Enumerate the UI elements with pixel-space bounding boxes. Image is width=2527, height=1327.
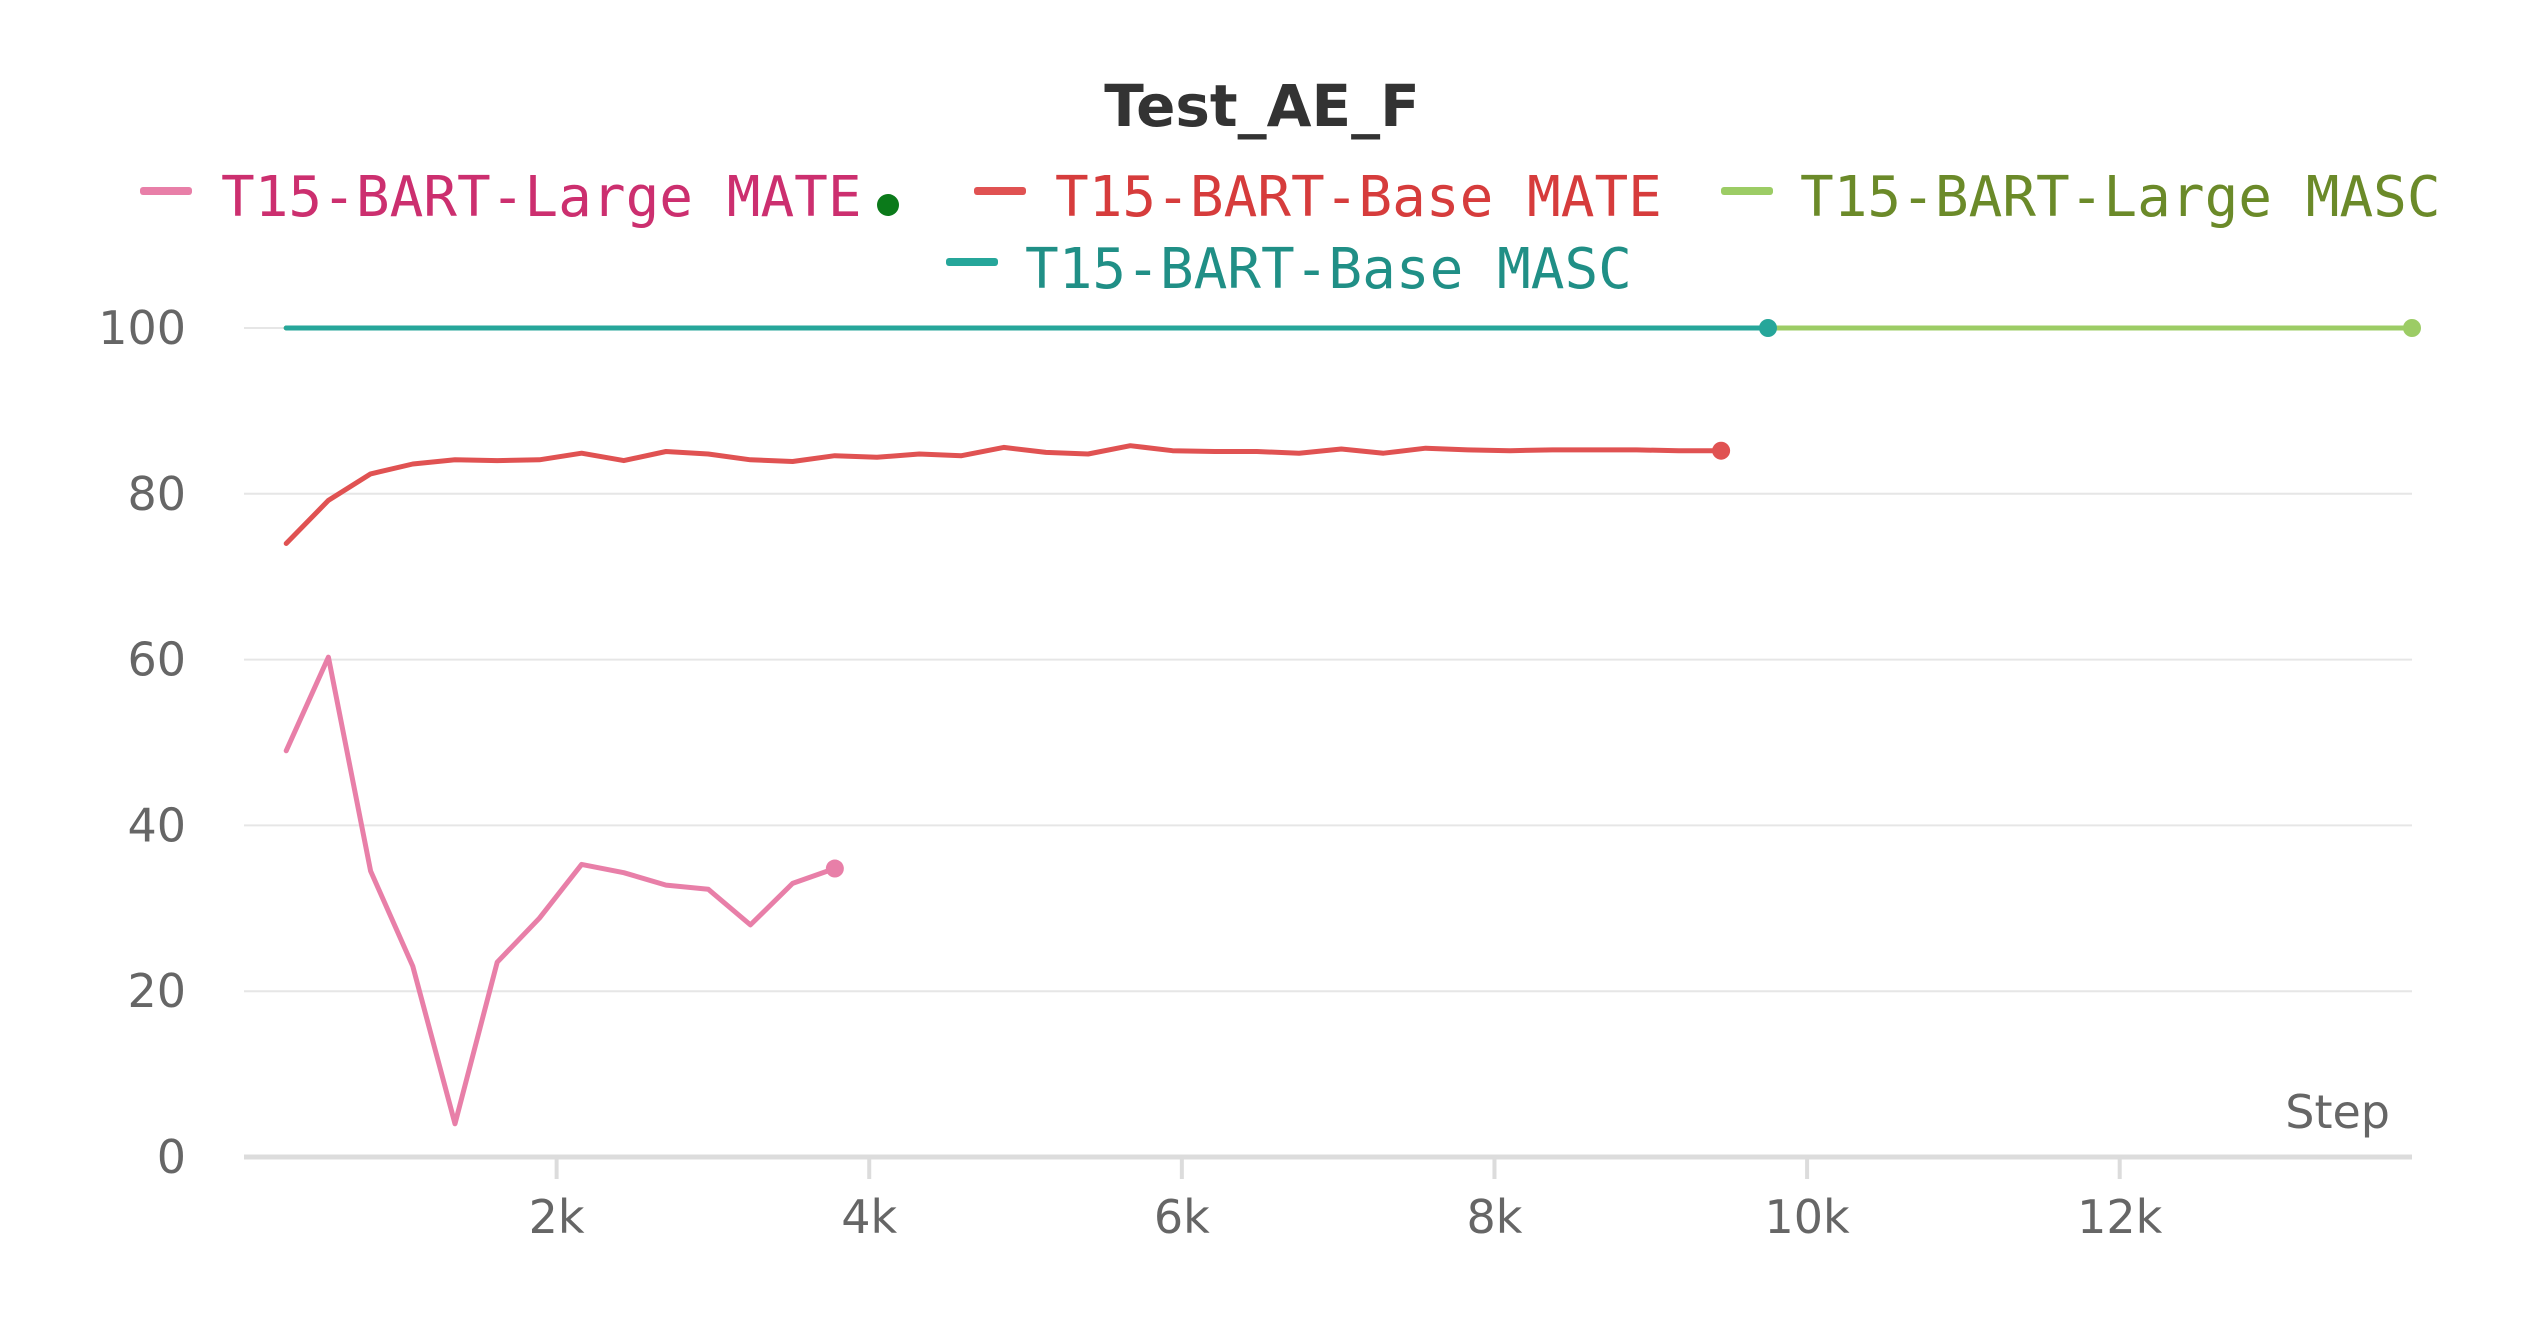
x-tick-label: 10k [1764, 1190, 1850, 1244]
legend-item-1[interactable]: T15-BART-Base MATE [974, 165, 1662, 230]
legend-label-2: T15-BART-Large MASC [1800, 165, 2441, 230]
series-endpoint-1 [1712, 441, 1731, 460]
series-endpoint-3 [1759, 319, 1778, 337]
legend-label-3: T15-BART-Base MASC [1025, 237, 1632, 302]
series-endpoint-0 [825, 859, 844, 878]
x-axis-label: Step [2285, 1085, 2390, 1139]
y-tick-label: 20 [127, 964, 186, 1018]
x-tick-label: 6k [1154, 1190, 1210, 1244]
legend-label-1: T15-BART-Base MATE [1055, 165, 1662, 230]
legend-item-0[interactable]: T15-BART-Large MATE [140, 165, 862, 230]
gridlines [244, 327, 2412, 993]
legend-swatch-2 [1721, 187, 1773, 195]
x-tick-label: 2k [529, 1190, 585, 1244]
x-tick-label: 4k [841, 1190, 897, 1244]
legend-swatch-3 [946, 258, 998, 266]
y-tick-label: 0 [157, 1130, 186, 1184]
legend-swatch-0 [140, 187, 192, 195]
legend-dot-icon [877, 194, 899, 216]
chart-title: Test_AE_F [1104, 72, 1420, 140]
legend-item-3[interactable]: T15-BART-Base MASC [946, 237, 1632, 302]
legend-item-2[interactable]: T15-BART-Large MASC [1721, 165, 2441, 230]
axes: 0 20 40 60 80 100 2k 4k 6k 8k 10k 12k [98, 301, 2412, 1244]
x-tick-label: 8k [1467, 1190, 1523, 1244]
y-tick-label: 80 [127, 467, 186, 521]
series-layer [283, 319, 2421, 1127]
y-tick-label: 100 [98, 301, 186, 355]
y-tick-label: 40 [127, 798, 186, 852]
x-tick-label: 12k [2077, 1190, 2163, 1244]
series-endpoint-2 [2403, 319, 2421, 337]
series-line-1 [283, 443, 1724, 546]
legend-swatch-1 [974, 187, 1026, 195]
y-tick-label: 60 [127, 633, 186, 687]
legend[interactable]: T15-BART-Large MATE T15-BART-Base MATE T… [140, 165, 2441, 302]
series-line-0 [283, 654, 838, 1127]
legend-label-0: T15-BART-Large MATE [221, 165, 862, 230]
